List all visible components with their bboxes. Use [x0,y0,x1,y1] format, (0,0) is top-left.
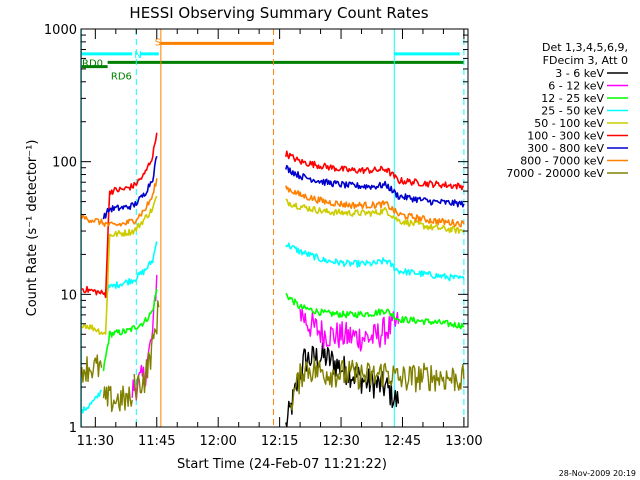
x-tick-label: 12:00 [199,434,236,449]
legend-label-6-12-kev: 6 - 12 keV [548,80,604,93]
legend-label-100-300-kev: 100 - 300 keV [527,130,604,143]
legend-label-12-25-kev: 12 - 25 keV [541,92,604,105]
x-tick-label: 12:15 [261,434,298,449]
series-line-3-6-kev [285,342,400,427]
y-tick-label: 10 [60,288,77,303]
legend-label-300-800-kev: 300 - 800 keV [527,142,604,155]
flag-label-n: N [134,50,141,61]
legend-label-800-7000-kev: 800 - 7000 keV [520,155,604,168]
series-line-7000-20000-kev [133,300,160,400]
series-line-50-100-kev [285,198,465,234]
legend-header-line-1: Det 1,3,4,5,6,9, [542,41,628,54]
y-tick-label: 1000 [44,23,77,38]
flag-label-rd0: RD0 [82,58,103,69]
legend-label-25-50-kev: 25 - 50 keV [541,105,604,118]
x-axis-ticks: 11:30 11:45 12:00 12:15 12:30 12:45 13:00 [77,29,483,449]
series-line-300-800-kev [102,155,158,220]
x-axis-label: Start Time (24-Feb-07 11:21:22) [177,457,387,472]
series-line-12-25-kev [102,288,158,372]
legend-label-3-6-kev: 3 - 6 keV [555,67,604,80]
flag-label-s: S [155,37,161,48]
x-tick-label: 12:45 [384,434,421,449]
legend-label-50-100-kev: 50 - 100 keV [534,117,604,130]
series-line-12-25-kev [285,292,465,330]
legend-label-7000-20000-kev: 7000 - 20000 keV [506,167,604,180]
y-tick-label: 1 [69,421,77,436]
series-line-7000-20000-kev [289,357,465,411]
series-line-25-50-kev [81,389,103,414]
y-tick-label: 100 [52,156,77,171]
series-line-7000-20000-kev [81,354,103,383]
x-tick-label: 13:00 [445,434,482,449]
x-tick-label: 11:30 [77,434,114,449]
series-line-7000-20000-kev [102,385,133,413]
x-tick-label: 11:45 [138,434,175,449]
series-line-25-50-kev [104,241,158,292]
series-line-50-100-kev [81,195,158,335]
series-line-800-7000-kev [81,178,158,228]
series-line-25-50-kev [285,242,465,282]
legend-header-line-2: FDecim 3, Att 0 [543,54,628,67]
chart-title: HESSI Observing Summary Count Rates [129,4,428,22]
series-lines [81,132,465,427]
y-axis-ticks: 1 10 100 1000 [44,23,468,436]
plot-frame [80,28,469,428]
series-line-100-300-kev [81,132,158,299]
flag-bars: N S RD0 RD6 [81,37,464,83]
flag-label-rd6: RD6 [111,72,132,83]
series-line-800-7000-kev [285,185,465,228]
series-line-100-300-kev [285,150,465,191]
series-line-300-800-kev [285,164,465,208]
legend: Det 1,3,4,5,6,9, FDecim 3, Att 0 3 - 6 k… [506,41,628,180]
y-axis-label: Count Rate (s⁻¹ detector⁻¹) [25,140,40,317]
timestamp: 28-Nov-2009 20:19 [559,469,636,478]
x-tick-label: 12:30 [322,434,359,449]
series-line-6-12-kev [299,308,400,352]
